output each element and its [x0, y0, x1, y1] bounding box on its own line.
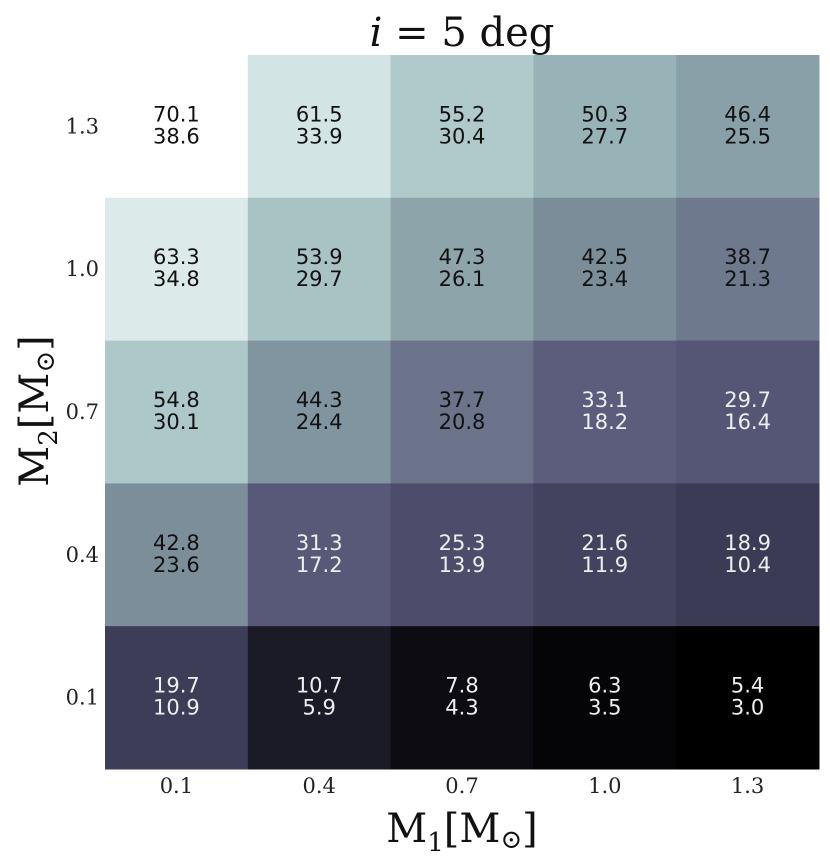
cell-value-bottom: 18.2	[581, 410, 628, 434]
cell-value-top: 38.7	[724, 245, 771, 269]
y-tick-label: 0.1	[66, 686, 99, 710]
cell-value-bottom: 16.4	[724, 410, 771, 434]
cell-value-top: 6.3	[588, 674, 621, 698]
cell-value-top: 53.9	[296, 245, 343, 269]
cell-value-top: 55.2	[439, 102, 486, 126]
cell-value-bottom: 23.4	[581, 267, 628, 291]
cell-value-bottom: 5.9	[302, 696, 335, 720]
cell-value-bottom: 25.5	[724, 124, 771, 148]
cell-value-top: 18.9	[724, 531, 771, 555]
cell-value-top: 37.7	[439, 388, 486, 412]
heatmap-cell	[247, 626, 392, 770]
cell-value-bottom: 21.3	[724, 267, 771, 291]
cell-value-top: 54.8	[153, 388, 200, 412]
y-tick-label: 1.0	[66, 257, 99, 281]
heatmap-cell	[247, 340, 392, 484]
heatmap-cell	[533, 55, 677, 199]
chart-title: i = 5 deg	[370, 10, 555, 56]
cell-value-top: 7.8	[445, 674, 478, 698]
cell-value-top: 61.5	[296, 102, 343, 126]
y-axis-label: M2[M⊙]	[12, 335, 64, 486]
cell-value-top: 33.1	[581, 388, 628, 412]
heatmap-cell	[533, 340, 677, 484]
x-tick-label: 1.3	[731, 774, 764, 798]
cell-value-bottom: 30.1	[153, 410, 200, 434]
heatmap-cell	[390, 197, 534, 342]
cell-value-top: 29.7	[724, 388, 771, 412]
heatmap-cell	[390, 340, 534, 484]
cell-value-bottom: 3.5	[588, 696, 621, 720]
heatmap-cell	[533, 197, 677, 342]
heatmap-cell	[533, 483, 677, 627]
cell-value-bottom: 23.6	[153, 553, 200, 577]
cell-value-bottom: 34.8	[153, 267, 200, 291]
heatmap-cell	[105, 626, 249, 770]
x-tick-label: 0.7	[445, 774, 478, 798]
heatmap-cell	[105, 483, 249, 627]
x-axis-label: M1[M⊙]	[386, 806, 537, 858]
cell-value-bottom: 10.4	[724, 553, 771, 577]
y-tick-labels: 1.3 1.0 0.7 0.4 0.1	[66, 114, 99, 709]
heatmap-cell	[676, 483, 820, 627]
x-tick-label: 1.0	[588, 774, 621, 798]
heatmap-cell	[390, 483, 534, 627]
cell-value-bottom: 33.9	[296, 124, 343, 148]
x-tick-label: 0.1	[160, 774, 193, 798]
cell-value-top: 63.3	[153, 245, 200, 269]
y-tick-label: 0.4	[66, 543, 99, 567]
cell-value-bottom: 10.9	[153, 696, 200, 720]
cell-value-top: 42.5	[581, 245, 628, 269]
cell-value-bottom: 30.4	[439, 124, 486, 148]
cell-value-bottom: 13.9	[439, 553, 486, 577]
heatmap-cell	[247, 197, 392, 342]
heatmap-cell	[247, 55, 392, 199]
cell-value-top: 42.8	[153, 531, 200, 555]
heatmap-cell	[676, 626, 820, 770]
cell-value-bottom: 17.2	[296, 553, 343, 577]
y-tick-label: 1.3	[66, 114, 99, 138]
heatmap-cells	[105, 55, 820, 770]
cell-value-top: 50.3	[581, 102, 628, 126]
cell-value-top: 47.3	[439, 245, 486, 269]
cell-value-bottom: 38.6	[153, 124, 200, 148]
heatmap-cell	[676, 55, 820, 199]
cell-value-bottom: 27.7	[581, 124, 628, 148]
cell-value-bottom: 26.1	[439, 267, 486, 291]
cell-value-top: 5.4	[731, 674, 764, 698]
heatmap-cell	[676, 197, 820, 342]
cell-labels: 70.138.6 61.533.9 55.230.4 50.327.7 46.425.5…	[153, 102, 771, 719]
cell-value-bottom: 24.4	[296, 410, 343, 434]
cell-value-top: 70.1	[153, 102, 200, 126]
cell-value-top: 21.6	[581, 531, 628, 555]
cell-value-top: 10.7	[296, 674, 343, 698]
cell-value-top: 46.4	[724, 102, 771, 126]
heatmap-cell	[247, 483, 392, 627]
heatmap-cell	[390, 626, 534, 770]
heatmap-cell	[533, 626, 677, 770]
cell-value-top: 31.3	[296, 531, 343, 555]
cell-value-top: 19.7	[153, 674, 200, 698]
cell-value-top: 44.3	[296, 388, 343, 412]
heatmap-cell	[105, 197, 249, 342]
cell-value-bottom: 29.7	[296, 267, 343, 291]
y-tick-label: 0.7	[66, 400, 99, 424]
cell-value-top: 25.3	[439, 531, 486, 555]
x-tick-labels: 0.1 0.4 0.7 1.0 1.3	[160, 774, 765, 798]
cell-value-bottom: 11.9	[581, 553, 628, 577]
heatmap-cell	[105, 55, 249, 199]
x-tick-label: 0.4	[302, 774, 335, 798]
cell-value-bottom: 3.0	[731, 696, 764, 720]
heatmap-cell	[676, 340, 820, 484]
heatmap-cell	[390, 55, 534, 199]
cell-value-bottom: 4.3	[445, 696, 478, 720]
cell-value-bottom: 20.8	[439, 410, 486, 434]
heatmap-cell	[105, 340, 249, 484]
